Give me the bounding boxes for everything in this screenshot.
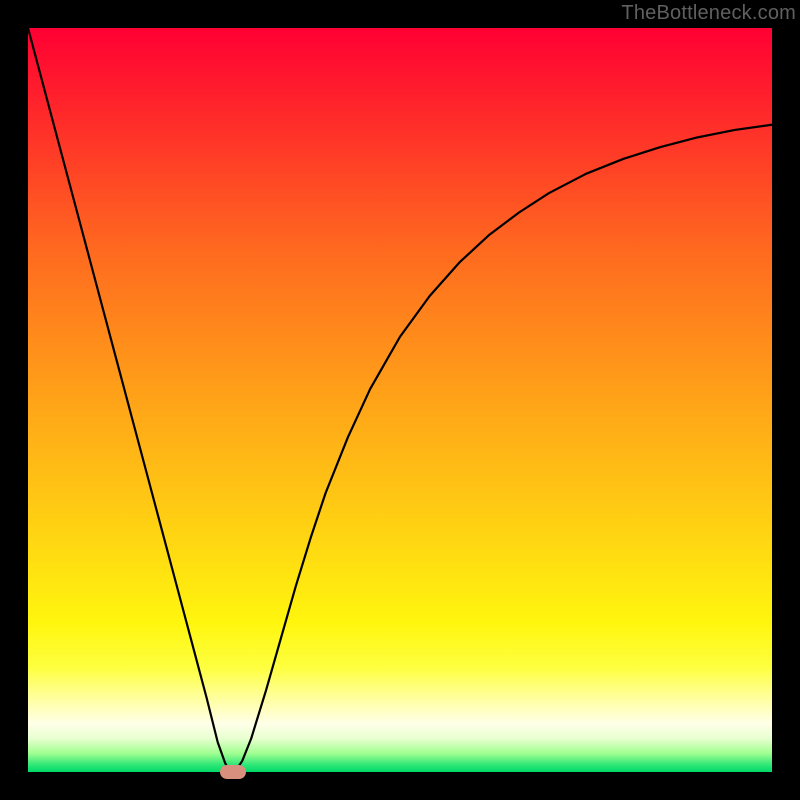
curve-layer: [28, 28, 772, 772]
optimum-marker: [220, 765, 246, 779]
watermark-text: TheBottleneck.com: [621, 0, 800, 25]
chart-container: TheBottleneck.com: [0, 0, 800, 800]
bottleneck-curve: [28, 28, 772, 772]
plot-area: [28, 28, 772, 772]
